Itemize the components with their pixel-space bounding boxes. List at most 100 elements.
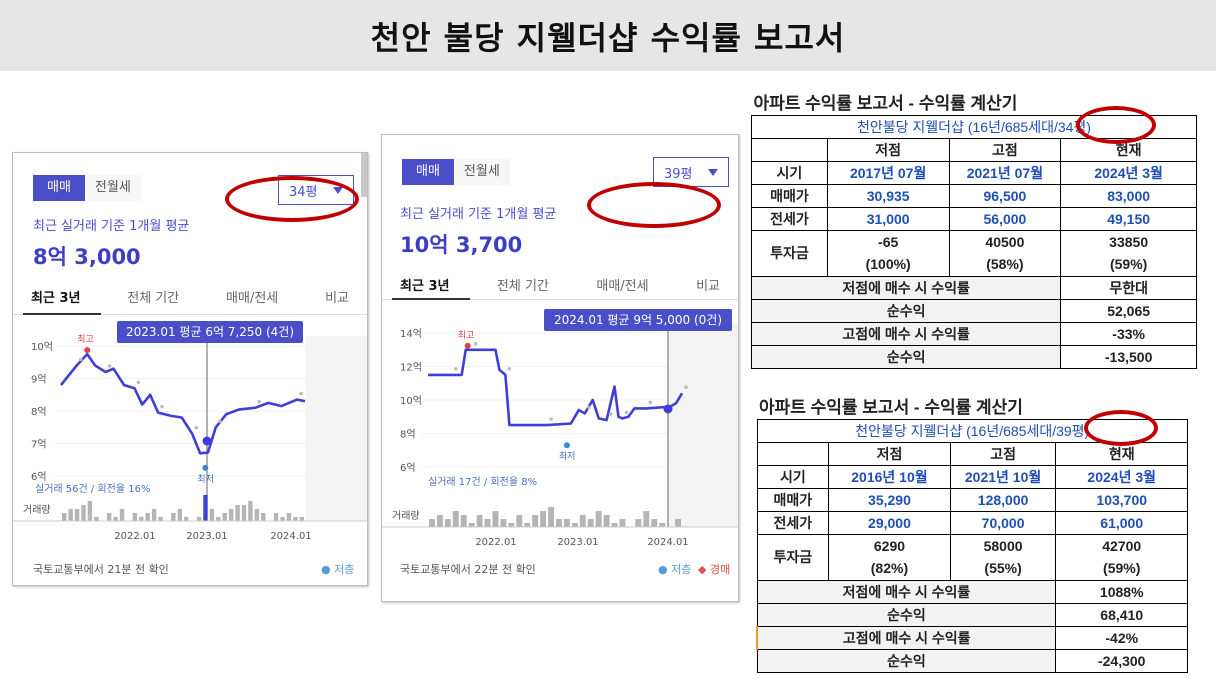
tab-sale[interactable]: 매매 (402, 159, 454, 185)
tab-sale[interactable]: 매매 (33, 175, 85, 201)
volume-bar (68, 509, 73, 521)
volume-bar (132, 513, 138, 521)
volume-bar (171, 513, 176, 521)
chevron-down-icon (708, 168, 718, 176)
row-label-sale: 매매가 (751, 183, 828, 208)
yield-table-34: 아파트 수익률 보고서 - 수익률 계산기 천안불당 지웰더샵 (16년/685… (750, 89, 1197, 369)
cell-period-low: 2017년 07월 (826, 160, 950, 185)
cell-invest-low: -65 (826, 229, 950, 253)
volume-bar (151, 509, 157, 521)
tab-recent-3y[interactable]: 최근 3년 (31, 291, 81, 306)
trade-point (257, 399, 261, 404)
volume-bar (643, 511, 650, 527)
y-tick-label: 8억 (400, 429, 416, 441)
tab-recent-3y[interactable]: 최근 3년 (400, 279, 450, 294)
volume-bar (651, 519, 658, 527)
volume-bar (556, 519, 562, 527)
tab-sale-lease[interactable]: 매매/전세 (226, 291, 279, 306)
trade-point (624, 410, 629, 415)
y-tick-label: 6억 (400, 462, 416, 474)
high-marker (464, 342, 471, 349)
cell-high-profit: -13,500 (1060, 344, 1197, 369)
low-label: 최저 (197, 474, 214, 485)
tab-rent[interactable]: 전월세 (84, 175, 141, 201)
volume-bar (119, 509, 125, 521)
trade-point (78, 357, 83, 362)
cell-high-profit: -24,300 (1055, 648, 1188, 673)
cell-lease-low: 29,000 (828, 510, 951, 535)
tab-all-period[interactable]: 전체 기간 (127, 291, 180, 306)
trade-type-toggle: 매매 전월세 (402, 159, 510, 185)
cursor-point (202, 436, 212, 446)
col-low: 저점 (828, 441, 951, 466)
cell-invest-pct-high: (55%) (949, 557, 1057, 581)
volume-bar (177, 509, 182, 521)
x-tick-label: 2022.01 (114, 531, 155, 542)
volume-bar (603, 515, 610, 527)
volume-bar (293, 517, 298, 521)
low-marker (563, 442, 570, 449)
volume-bar (261, 513, 266, 521)
volume-bar (94, 517, 99, 521)
trade-point (586, 405, 591, 410)
volume-bar (444, 519, 451, 527)
cell-low-buy: 무한대 (1060, 275, 1197, 300)
trade-point (608, 412, 613, 416)
highlight-oval-table-39 (1084, 410, 1158, 446)
trade-point (217, 419, 222, 424)
stats-text: 실거래 17건 / 회전율 8% (428, 476, 537, 488)
tab-all-period[interactable]: 전체 기간 (496, 279, 549, 294)
volume-bar (286, 513, 292, 521)
tooltip-box (117, 321, 303, 343)
trade-point (684, 385, 688, 390)
cell-sale-now: 83,000 (1060, 183, 1197, 208)
avg-label: 최근 실거래 기준 1개월 평균 (400, 207, 557, 222)
title-banner: 천안 불당 지웰더샵 수익률 보고서 (0, 0, 1216, 71)
volume-bar (113, 517, 118, 521)
high-label: 최고 (77, 334, 94, 345)
volume-bar (74, 509, 80, 521)
volume-bar (476, 515, 483, 527)
volume-bar (62, 513, 67, 521)
volume-bar (203, 495, 208, 521)
legend-low-floor: ● 저층 (321, 563, 355, 576)
volume-bar (158, 517, 163, 521)
tab-compare[interactable]: 비교 (696, 279, 720, 294)
volume-bar (548, 507, 554, 527)
cell-invest-pct-now: (59%) (1055, 557, 1188, 581)
volume-bar (106, 513, 112, 521)
trade-point (299, 391, 303, 396)
row-label-high-buy: 고점에 매수 시 수익률 (756, 625, 1057, 650)
volume-bar (532, 515, 539, 527)
volume-bar (492, 511, 499, 527)
cell-period-high: 2021년 10월 (949, 464, 1057, 489)
volume-bar (241, 505, 247, 521)
volume-bar (209, 509, 215, 521)
row-label-lease: 전세가 (756, 510, 830, 535)
volume-bar (611, 523, 618, 527)
cell-high-buy: -33% (1060, 321, 1197, 346)
tab-sale-lease[interactable]: 매매/전세 (596, 279, 649, 294)
scrollbar[interactable] (361, 153, 367, 197)
x-tick-label: 2023.01 (557, 537, 598, 548)
trade-point (473, 341, 478, 346)
source-note: 국토교통부에서 22분 전 확인 (400, 563, 536, 576)
x-tick-label: 2023.01 (186, 531, 227, 542)
volume-bar (500, 519, 507, 527)
volume-bar (254, 509, 260, 521)
cell-sale-now: 103,700 (1055, 487, 1188, 512)
cell-lease-now: 61,000 (1055, 510, 1188, 535)
volume-bar (484, 519, 491, 527)
high-marker (84, 347, 91, 354)
tab-compare[interactable]: 비교 (325, 291, 349, 306)
trade-point (454, 367, 458, 371)
cell-lease-high: 70,000 (949, 510, 1057, 535)
x-tick-label: 2024.01 (647, 537, 688, 548)
volume-bar (222, 513, 227, 521)
cell-sale-low: 30,935 (826, 183, 950, 208)
low-marker (202, 464, 209, 471)
cell-sale-low: 35,290 (828, 487, 951, 512)
tab-rent[interactable]: 전월세 (453, 159, 510, 185)
legend-low-floor: ● 저층 (658, 563, 692, 576)
